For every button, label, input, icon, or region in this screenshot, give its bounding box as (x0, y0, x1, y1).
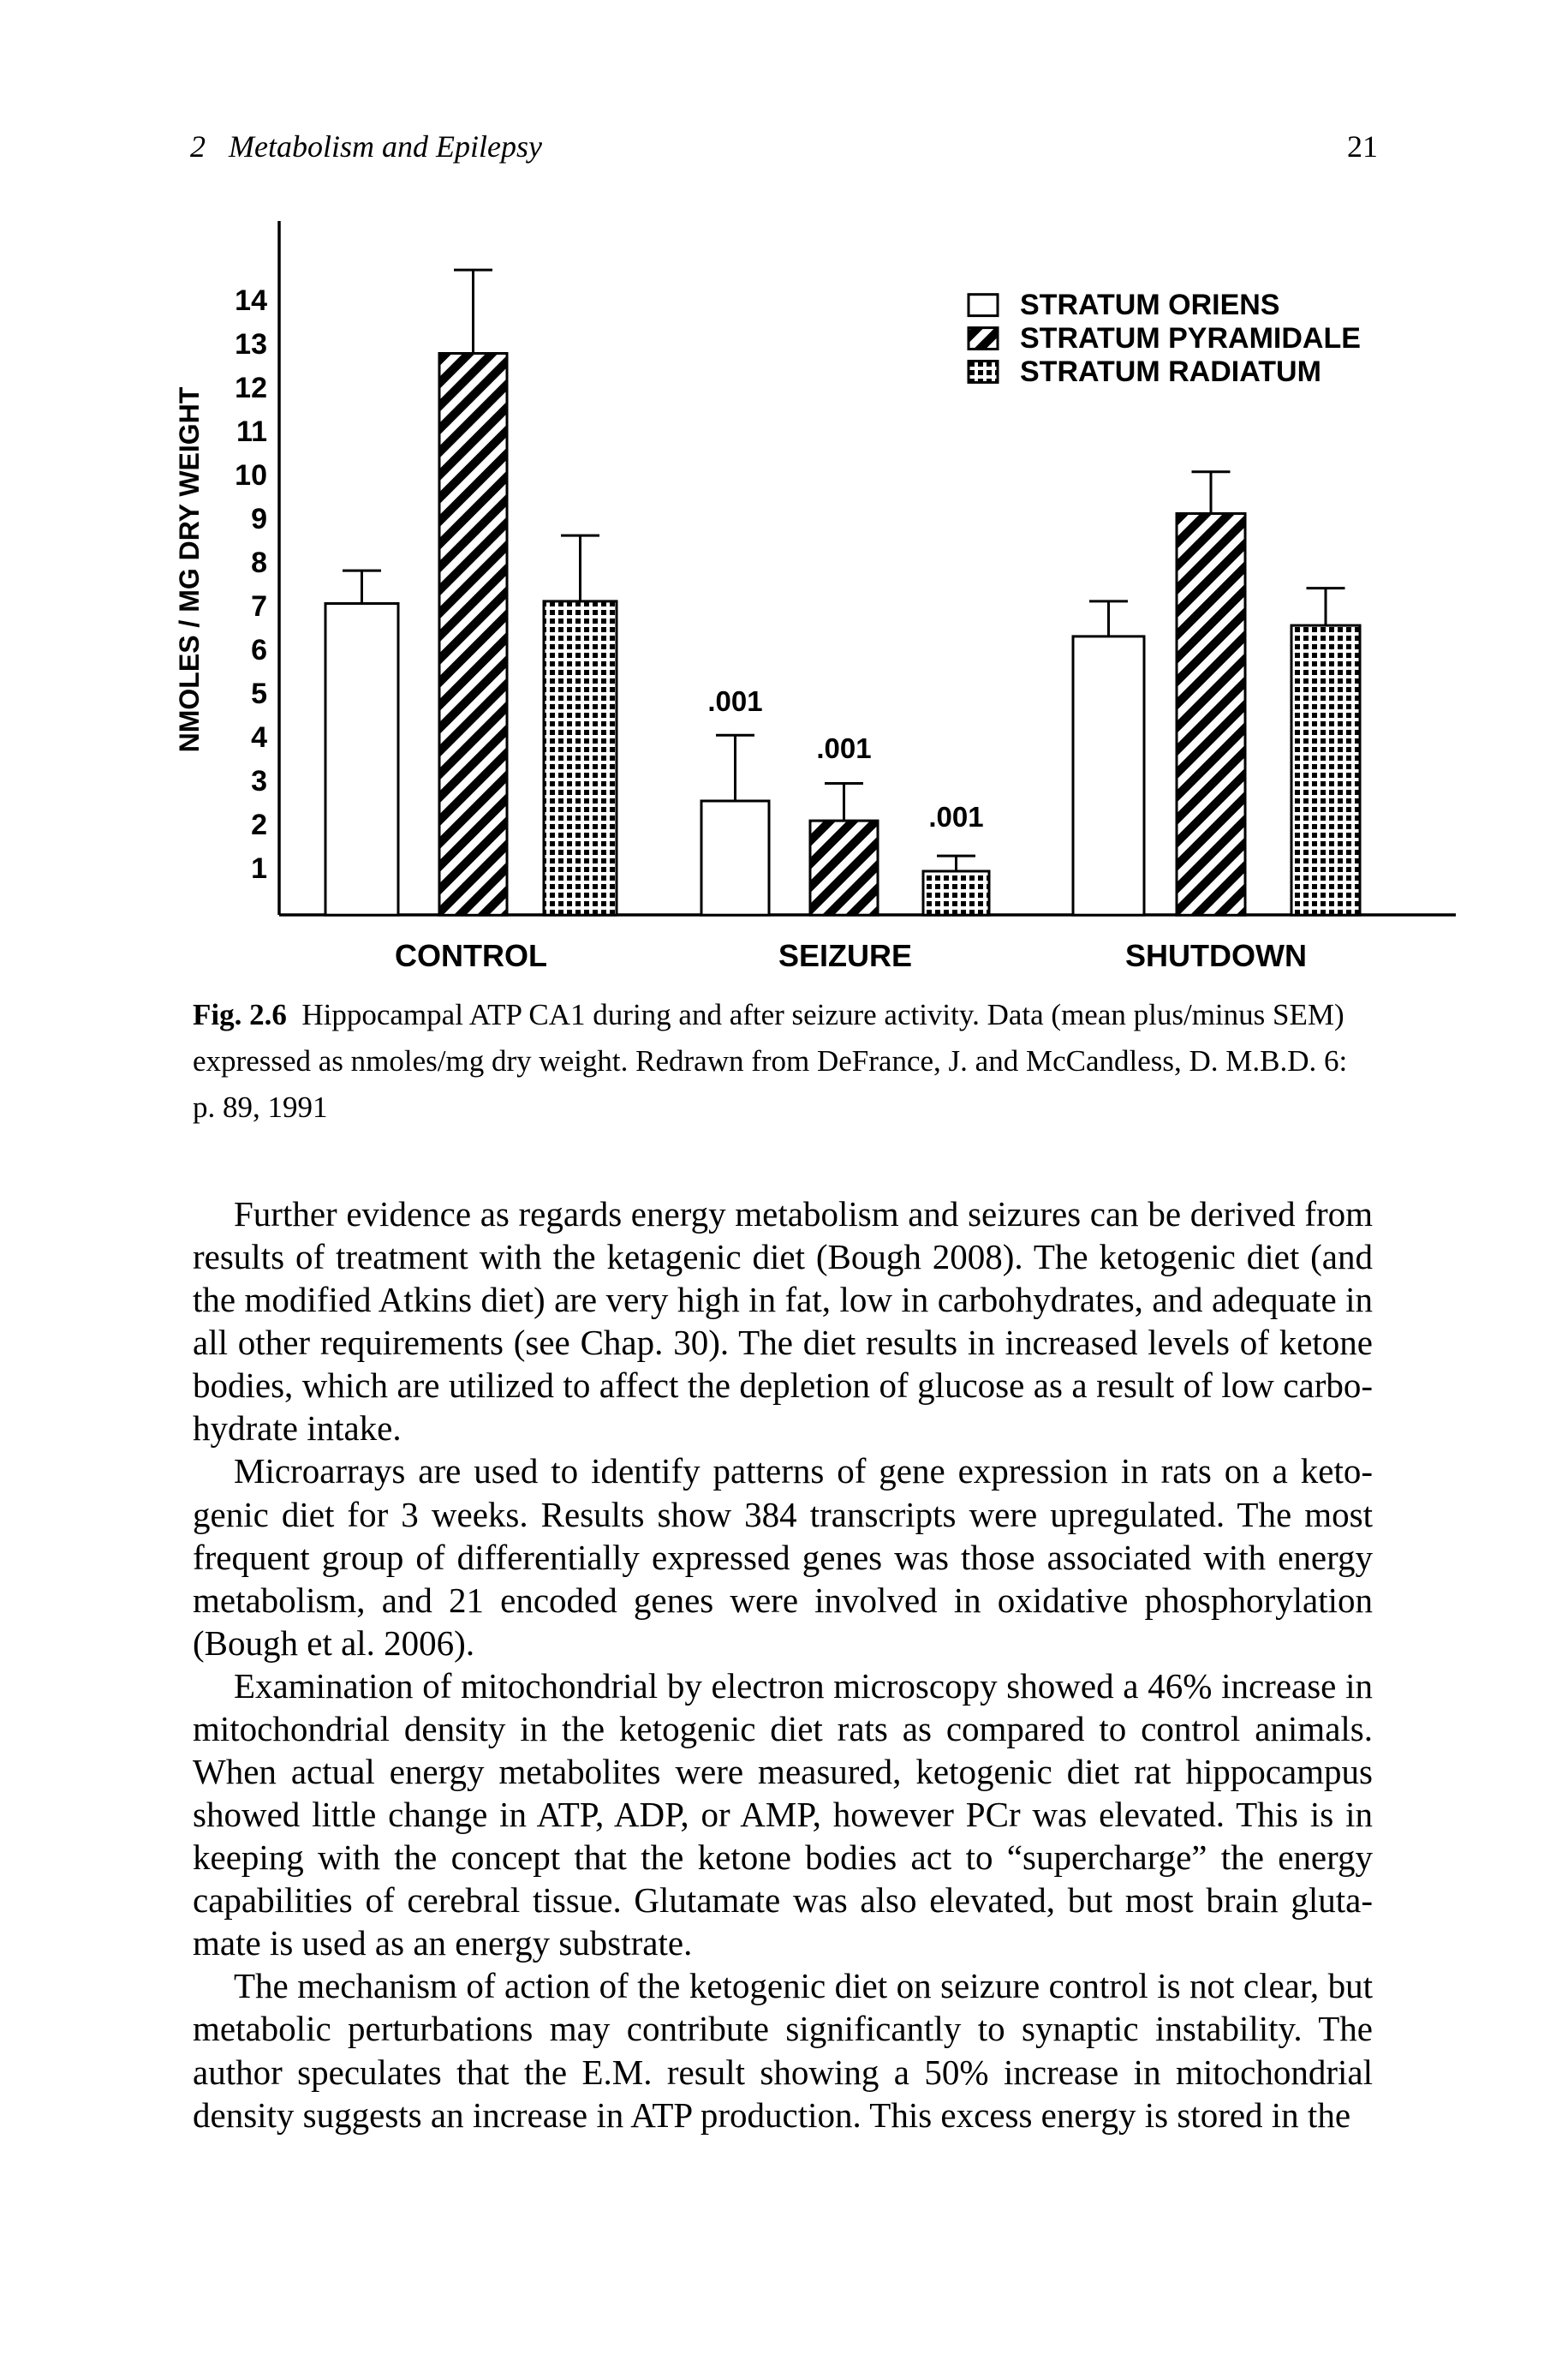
svg-text:9: 9 (251, 503, 267, 535)
svg-text:CONTROL: CONTROL (395, 938, 547, 973)
svg-text:.001: .001 (928, 801, 983, 833)
svg-text:7: 7 (251, 590, 267, 623)
svg-text:STRATUM ORIENS: STRATUM ORIENS (1020, 289, 1279, 321)
svg-text:10: 10 (235, 459, 267, 492)
svg-text:3: 3 (251, 765, 267, 798)
svg-text:12: 12 (235, 372, 267, 404)
svg-text:5: 5 (251, 678, 267, 710)
svg-text:4: 4 (251, 721, 267, 754)
svg-text:1: 1 (251, 852, 267, 885)
svg-text:SEIZURE: SEIZURE (778, 938, 912, 973)
svg-text:SHUTDOWN: SHUTDOWN (1125, 938, 1307, 973)
svg-text:STRATUM PYRAMIDALE: STRATUM PYRAMIDALE (1020, 322, 1361, 355)
svg-text:2: 2 (251, 809, 267, 841)
svg-text:.001: .001 (707, 685, 762, 717)
svg-text:STRATUM RADIATUM: STRATUM RADIATUM (1020, 356, 1321, 388)
svg-text:11: 11 (236, 415, 267, 448)
svg-text:6: 6 (251, 634, 267, 666)
svg-text:8: 8 (251, 547, 267, 579)
svg-text:13: 13 (235, 328, 267, 361)
svg-text:.001: .001 (816, 732, 871, 764)
svg-text:14: 14 (235, 284, 267, 317)
svg-text:NMOLES / MG DRY WEIGHT: NMOLES / MG DRY WEIGHT (174, 386, 205, 752)
